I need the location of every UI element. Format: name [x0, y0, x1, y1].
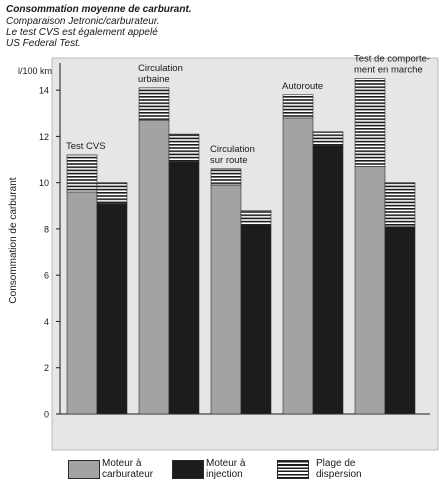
bar-injection-4 [384, 226, 416, 415]
category-label: urbaine [138, 74, 170, 85]
figure-subtitle-line-1: Comparaison Jetronic/carburateur. [6, 16, 160, 27]
y-tick-label: 4 [44, 317, 49, 327]
figure-subtitle-line-2: Le test CVS est également appelé [6, 27, 158, 38]
y-axis-title: Consommation de carburant [8, 177, 19, 303]
dispersion-injection-1 [168, 133, 200, 163]
bar-injection-1 [168, 161, 200, 415]
category-label: Autoroute [282, 81, 323, 92]
y-tick-label: 6 [44, 271, 49, 281]
dispersion-injection-3 [312, 131, 344, 146]
bar-carburateur-2 [210, 184, 242, 415]
dispersion-injection-4 [384, 182, 416, 227]
legend-swatch-dispersion [277, 460, 309, 479]
legend-label-dispersion: Plage de dispersion [316, 458, 362, 480]
dispersion-injection-0 [96, 182, 128, 204]
figure-title: Consommation moyenne de carburant. [6, 4, 192, 15]
legend-label-carburateur: Moteur à carburateur [102, 458, 154, 480]
y-tick-label: 10 [39, 178, 49, 188]
category-label: Test de comporte- [354, 54, 430, 65]
y-tick-label: 14 [39, 86, 49, 96]
y-tick-label: 12 [39, 132, 49, 142]
category-label: ment en marche [354, 65, 423, 76]
figure-subtitle-line-3: US Federal Test. [6, 38, 81, 49]
legend-swatch-carburateur [68, 460, 100, 479]
bar-carburateur-0 [66, 191, 98, 415]
dispersion-carburateur-2 [210, 168, 242, 186]
bar-injection-3 [312, 145, 344, 415]
category-label: sur route [210, 155, 248, 166]
dispersion-carburateur-1 [138, 87, 170, 121]
category-label: Test CVS [66, 141, 106, 152]
legend-swatch-injection [172, 460, 204, 479]
bar-injection-0 [96, 203, 128, 415]
category-label: Circulation [210, 144, 255, 155]
dispersion-injection-2 [240, 210, 272, 225]
y-tick-label: 8 [44, 224, 49, 234]
bar-injection-2 [240, 224, 272, 415]
legend-label-injection: Moteur à injection [206, 458, 246, 480]
bar-carburateur-3 [282, 117, 314, 415]
y-unit-label: l/100 km [18, 66, 52, 76]
bar-carburateur-1 [138, 119, 170, 415]
y-tick-label: 2 [44, 363, 49, 373]
y-tick-label: 0 [44, 410, 49, 420]
category-label: Circulation [138, 63, 183, 74]
dispersion-carburateur-0 [66, 154, 98, 193]
dispersion-carburateur-4 [354, 78, 386, 167]
bar-carburateur-4 [354, 166, 386, 415]
dispersion-carburateur-3 [282, 94, 314, 119]
